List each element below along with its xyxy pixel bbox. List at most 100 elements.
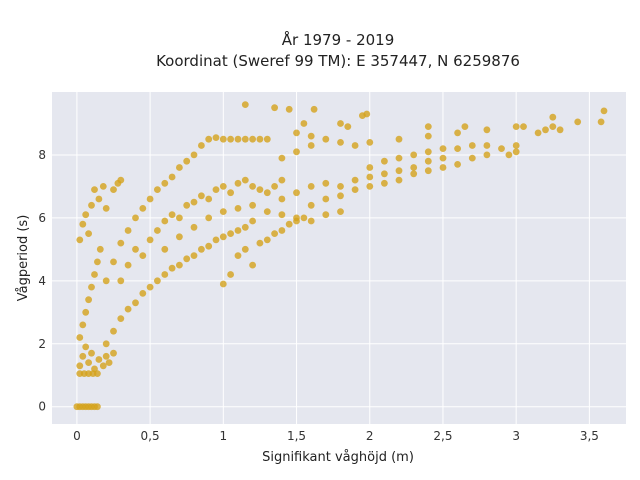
scatter-point [322, 179, 330, 187]
scatter-point [363, 110, 371, 118]
scatter-point [161, 217, 169, 225]
scatter-point [161, 245, 169, 253]
scatter-point [176, 261, 183, 269]
scatter-point [168, 211, 176, 219]
scatter-point [132, 299, 139, 307]
scatter-point [76, 236, 84, 244]
scatter-point [249, 201, 256, 209]
scatter-point [234, 227, 242, 234]
scatter-point [256, 186, 264, 194]
scatter-point [278, 176, 286, 184]
scatter-point [271, 183, 278, 190]
y-tick-label: 2 [38, 337, 46, 351]
scatter-point [82, 308, 90, 316]
x-tick-label: 1 [220, 429, 228, 443]
scatter-point [256, 135, 264, 143]
scatter-point [293, 217, 300, 225]
scatter-point [381, 179, 388, 187]
scatter-point [322, 195, 330, 203]
scatter-point [293, 148, 300, 156]
x-tick-label: 0 [73, 429, 81, 443]
chart-title-line-2: Koordinat (Sweref 99 TM): E 357447, N 62… [156, 52, 520, 70]
scatter-point [395, 176, 403, 184]
scatter-point [241, 223, 249, 231]
scatter-point [99, 362, 107, 370]
scatter-point [212, 134, 220, 142]
scatter-point [198, 142, 205, 149]
scatter-point [410, 151, 418, 159]
scatter-point [76, 362, 84, 370]
scatter-point [395, 154, 403, 162]
scatter-point [227, 230, 235, 238]
scatter-point [79, 352, 87, 360]
scatter-point [91, 365, 98, 373]
scatter-point [322, 211, 330, 219]
scatter-point [190, 198, 198, 206]
scatter-point [468, 154, 476, 162]
scatter-point [234, 135, 242, 143]
scatter-point [322, 135, 330, 143]
scatter-point [249, 183, 256, 190]
scatter-point [278, 195, 286, 203]
scatter-point [105, 359, 113, 366]
scatter-point [91, 186, 98, 194]
scatter-point [110, 258, 117, 266]
scatter-point [366, 183, 374, 190]
scatter-point [96, 245, 104, 253]
scatter-point [227, 189, 235, 197]
scatter-point [190, 151, 198, 159]
scatter-point [234, 179, 242, 187]
scatter-point [205, 214, 213, 222]
x-tick-label: 3,5 [580, 429, 599, 443]
scatter-point [219, 280, 227, 288]
scatter-point [79, 321, 87, 329]
scatter-point [91, 271, 98, 278]
scatter-point [381, 170, 388, 178]
scatter-point [205, 195, 213, 203]
scatter-point [300, 120, 308, 127]
scatter-point [410, 164, 418, 171]
scatter-point [381, 157, 388, 165]
scatter-point [205, 135, 213, 143]
scatter-point [461, 123, 469, 130]
scatter-point [424, 123, 432, 130]
scatter-point [454, 161, 461, 168]
y-tick-label: 6 [38, 211, 46, 225]
scatter-point [219, 183, 227, 190]
scatter-point [600, 107, 608, 115]
scatter-point [110, 349, 117, 357]
scatter-point [285, 220, 293, 228]
plot-area [52, 92, 626, 424]
scatter-point [278, 227, 286, 234]
scatter-point [293, 189, 300, 197]
scatter-point [99, 183, 107, 190]
scatter-point [102, 205, 110, 212]
scatter-point [512, 148, 520, 156]
scatter-point [549, 123, 557, 130]
scatter-point [102, 340, 110, 348]
scatter-point [168, 264, 176, 272]
scatter-point [454, 145, 461, 153]
scatter-point [337, 192, 344, 200]
scatter-point [124, 227, 132, 234]
x-tick-label: 0,5 [141, 429, 160, 443]
scatter-point [337, 120, 344, 127]
scatter-point [190, 252, 198, 259]
scatter-point [549, 113, 557, 121]
scatter-point [424, 157, 432, 165]
scatter-point [117, 277, 125, 285]
scatter-point [154, 186, 161, 194]
scatter-point [395, 135, 403, 143]
scatter-point [183, 157, 191, 165]
scatter-point [139, 205, 147, 212]
x-tick-label: 1,5 [287, 429, 306, 443]
scatter-point [132, 245, 139, 253]
scatter-point [94, 258, 101, 266]
scatter-point [293, 129, 300, 137]
scatter-point [82, 211, 90, 219]
scatter-point [146, 236, 154, 244]
scatter-point [439, 154, 447, 162]
scatter-point [146, 283, 154, 291]
scatter-point [85, 359, 92, 366]
scatter-point [117, 176, 125, 184]
